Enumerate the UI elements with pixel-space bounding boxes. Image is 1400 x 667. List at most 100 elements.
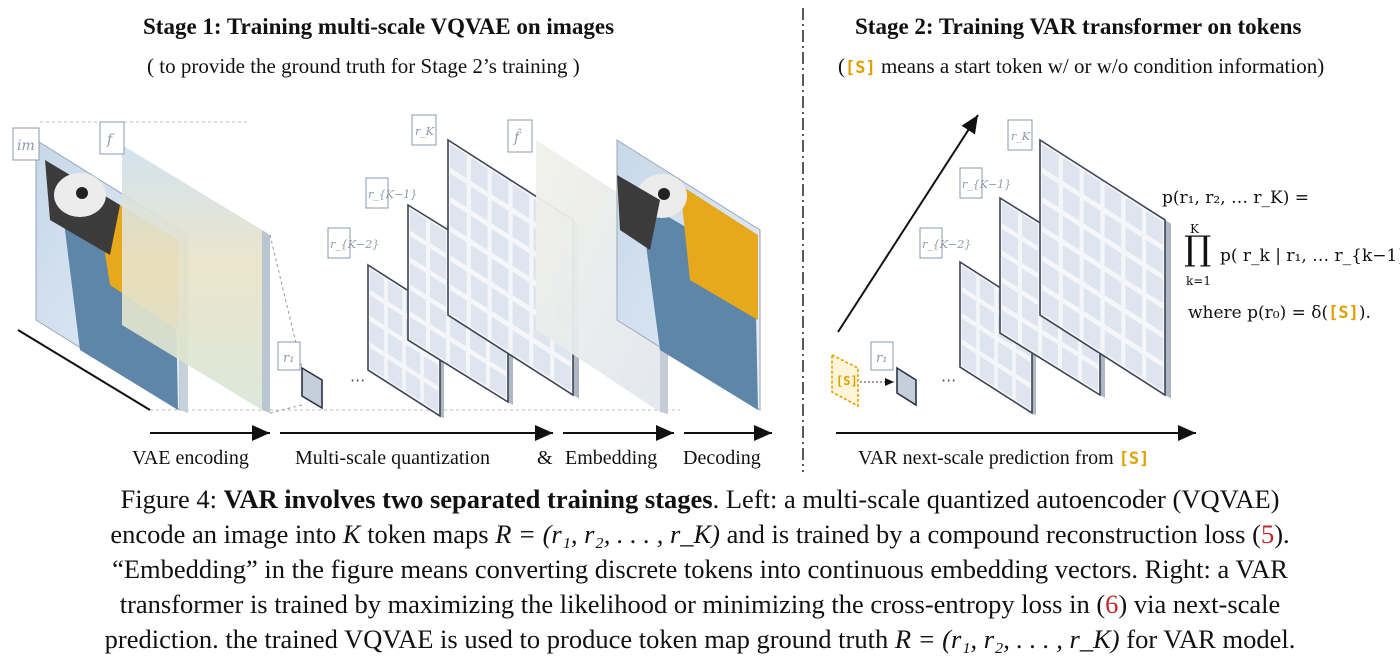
grid-cell [387, 359, 403, 390]
grid-cell [1104, 242, 1122, 277]
label-var-start-token: [S] [1118, 449, 1150, 469]
caption-l5b: for VAR model. [1119, 624, 1296, 654]
rK-tag-stage2: r_K [1011, 130, 1031, 143]
grid-cell [387, 332, 403, 363]
grid-cell [470, 245, 488, 280]
f-hat-tag: f̂ [513, 128, 522, 146]
formula-prod-top: K [1190, 222, 1199, 236]
formula-where-end: ). [1358, 303, 1371, 323]
grid-cell [512, 213, 530, 248]
start-token-label: [S] [845, 58, 876, 78]
grid-cell [450, 231, 467, 266]
grid-cell [1042, 334, 1058, 367]
grid-cell [554, 356, 571, 391]
grid-cell [430, 221, 446, 253]
grid-cell [387, 280, 403, 311]
grid-cell [1062, 245, 1080, 280]
grid-cell [1083, 200, 1101, 235]
grid-cell [450, 202, 467, 237]
formula-where: where p(r₀) = δ([S]). [1188, 303, 1371, 323]
grid-cell [470, 157, 488, 192]
grid-cell [512, 271, 530, 306]
grid-cell [961, 292, 977, 323]
formula-conditional: p( r_k | r₁, … r_{k−1} ), [1220, 246, 1400, 266]
feature-map-f [122, 145, 270, 413]
grid-cell [410, 208, 426, 241]
grid-cell [1022, 268, 1038, 300]
caption-l2a: encode an image into [110, 519, 343, 549]
grid-cell [450, 290, 467, 325]
grid-cell [1042, 260, 1059, 295]
grid-cell [450, 260, 467, 295]
caption-l5-R: R = (r₁, r₂, . . . , r_K) [894, 624, 1120, 654]
grid-cell [1146, 269, 1163, 304]
label-ampersand: & [537, 447, 553, 469]
grid-cell [1002, 201, 1018, 234]
grid-cell [1083, 229, 1101, 264]
caption-l2c: and is trained by a compound reconstruct… [720, 519, 1261, 549]
grid-cell [1062, 347, 1078, 379]
caption-line-1: Figure 4: VAR involves two separated tra… [0, 482, 1400, 517]
grid-cell [491, 258, 509, 293]
grid-cell [1042, 290, 1059, 325]
grid-cell [1042, 144, 1059, 179]
rK1-tag: r_{K−1} [368, 188, 417, 201]
f-tag: f [106, 132, 115, 148]
grid-cell [1002, 228, 1018, 261]
stage2-subtitle-post: means a start token w/ or w/o condition … [875, 54, 1325, 78]
grid-cell [1125, 255, 1143, 290]
grid-cell [1083, 170, 1101, 205]
im-tag-box [12, 127, 40, 161]
grid-cell [1146, 298, 1163, 333]
grid-cell [410, 316, 426, 349]
grid-cell [491, 200, 509, 235]
grid-cell [512, 184, 530, 219]
stage1-subtitle: ( to provide the ground truth for Stage … [147, 54, 580, 78]
grid-cell [369, 295, 385, 326]
grid-cell [979, 277, 995, 308]
caption-ref-5[interactable]: 5 [1260, 519, 1275, 549]
figure-diagram: im f r₁ ··· r_{K−2} r_{K−1} r_K f̂ [12, 8, 1196, 472]
grid-cell [512, 330, 530, 365]
label-embedding: Embedding [565, 447, 658, 469]
token-map-rK-stage2 [1039, 138, 1171, 399]
r1-tag: r₁ [283, 351, 294, 366]
grid-cell [1125, 314, 1143, 349]
grid-cell [430, 302, 446, 334]
caption-l5a: prediction. the trained VQVAE is used to… [104, 624, 895, 654]
grid-cell [1062, 186, 1080, 221]
grid-cell [1125, 226, 1143, 261]
grid-cell [1125, 197, 1143, 232]
grid-cell [491, 316, 509, 351]
grid-cell [470, 354, 486, 386]
grid-cell [430, 275, 446, 307]
grid-cell [1062, 215, 1080, 250]
token-map-r1 [301, 366, 323, 410]
label-multi-scale-quantization: Multi-scale quantization [295, 447, 490, 469]
grid-cell [1002, 309, 1018, 342]
grid-cell [1015, 352, 1031, 383]
grid-cell [1042, 173, 1059, 208]
grid-cell [369, 347, 385, 378]
stage2-title: Stage 2: Training VAR transformer on tok… [855, 14, 1302, 39]
grid-cell [430, 329, 446, 361]
grid-cell [1083, 316, 1101, 351]
grid-cell [1002, 282, 1018, 315]
grid-cell [1146, 356, 1163, 391]
grid-cell [450, 341, 466, 374]
grid-cell [1022, 241, 1038, 273]
grid-cell [470, 303, 488, 338]
grid-cell [430, 248, 446, 280]
caption-ref-6[interactable]: 6 [1105, 589, 1119, 619]
im-tag: im [17, 138, 35, 154]
grid-cell [1083, 287, 1101, 322]
caption-l2-R: R = (r₁, r₂, . . . , r_K) [495, 519, 721, 549]
grid-cell [961, 344, 977, 375]
stage2-subtitle-pre: ( [838, 54, 845, 78]
rK2-tag-stage2: r_{K−2} [922, 238, 971, 251]
label-var-next-scale: VAR next-scale prediction from [S] [858, 447, 1149, 470]
formula-start-token: [S] [1328, 303, 1359, 323]
grid-cell [1062, 274, 1080, 309]
grid-cell [490, 366, 506, 399]
grid-cell [1062, 303, 1080, 338]
